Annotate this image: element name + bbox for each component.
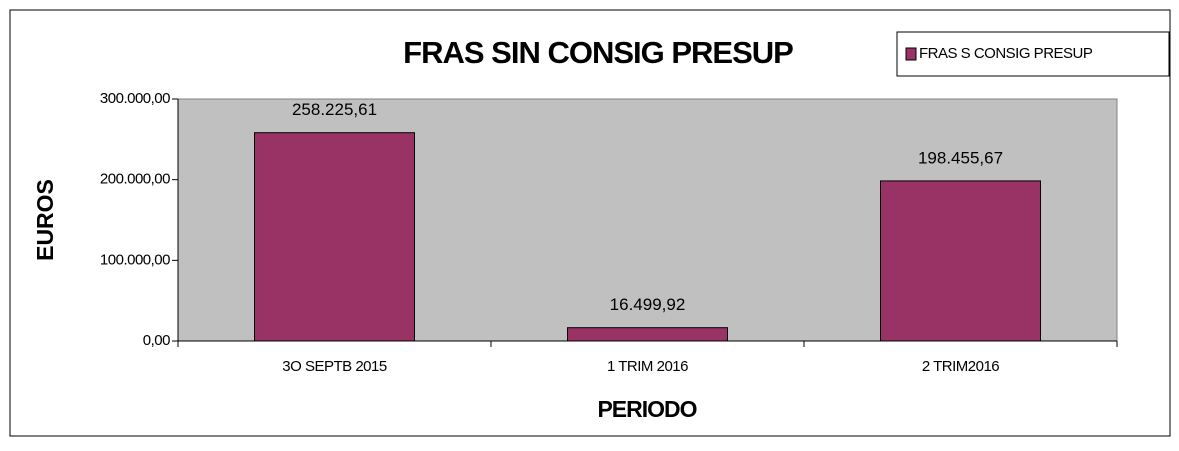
x-tick-label: 2 TRIM2016 (922, 358, 999, 375)
bar (567, 327, 728, 342)
y-tick-label: 300.000,00 (100, 90, 170, 107)
value-label: 198.455,67 (918, 148, 1003, 167)
value-label: 16.499,92 (610, 295, 686, 314)
legend-swatch (905, 47, 917, 61)
y-tick-label: 100.000,00 (100, 251, 170, 268)
y-tick-label: 200.000,00 (100, 171, 170, 188)
bar (254, 132, 415, 342)
value-label: 258.225,61 (292, 100, 377, 119)
bar (880, 180, 1041, 342)
x-tick-label: 1 TRIM 2016 (607, 358, 688, 375)
legend (896, 31, 1170, 77)
y-axis-label: EUROS (32, 179, 58, 261)
legend-label: FRAS S CONSIG PRESUP (919, 45, 1093, 62)
y-tick-label: 0,00 (143, 332, 170, 349)
chart-title: FRAS SIN CONSIG PRESUP (403, 35, 793, 70)
x-axis-label: PERIODO (597, 396, 696, 422)
x-tick-label: 3O SEPTB 2015 (282, 358, 387, 375)
